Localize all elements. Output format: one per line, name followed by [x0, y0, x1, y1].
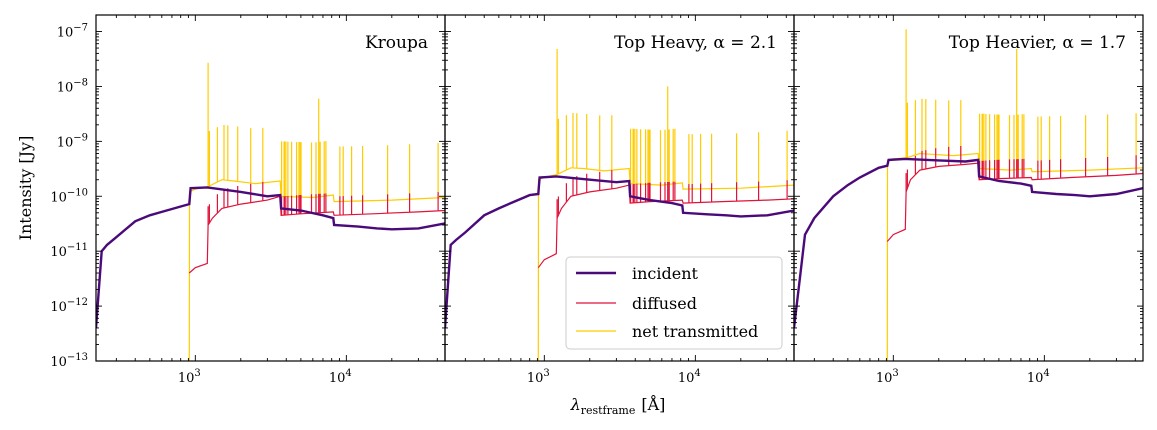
x-tick-label: 103	[876, 368, 899, 386]
x-axis-title-unit: [Å]	[641, 394, 665, 414]
x-axis-title-main: λ	[570, 395, 581, 414]
y-tick-label: 10−13	[50, 352, 88, 370]
x-tick-label: 103	[178, 368, 201, 386]
series-diffused	[886, 146, 1143, 242]
panel-kroupa: Kroupa	[95, 14, 446, 362]
y-tick-label: 10−12	[50, 297, 88, 315]
y-axis-title: Intensity [Jy]	[16, 136, 35, 241]
y-tick-label: 10−8	[57, 77, 88, 95]
legend-label: incident	[632, 264, 699, 283]
panel-top-heavier: Top Heavier, α = 1.7	[793, 14, 1144, 362]
series-incident	[445, 175, 794, 328]
panel-frame	[95, 14, 446, 362]
x-tick-label: 103	[527, 368, 550, 386]
panel-title: Top Heavy, α = 2.1	[614, 33, 777, 53]
y-tick-label: 10−7	[57, 23, 88, 41]
legend: incident diffused net transmitted	[565, 256, 783, 350]
series-incident	[96, 186, 445, 328]
legend-label: diffused	[632, 294, 697, 313]
y-tick-label: 10−11	[50, 242, 88, 260]
panel-frame	[793, 14, 1144, 362]
y-tick-label: 10−9	[57, 132, 88, 150]
x-tick-label: 104	[678, 368, 701, 386]
panel-top-heavy: Top Heavy, α = 2.1	[444, 14, 795, 362]
x-tick-labels: 103 104 103 104 103 104	[178, 368, 1050, 386]
x-tick-label: 104	[329, 368, 352, 386]
legend-entry-net-transmitted: net transmitted	[576, 322, 758, 341]
series-net-transmitted	[886, 29, 1143, 361]
x-tick-label: 104	[1027, 368, 1050, 386]
y-tick-label: 10−10	[50, 187, 88, 205]
x-axis-title: λrestframe [Å]	[570, 394, 666, 417]
series-diffused	[188, 182, 445, 274]
series-net-transmitted	[537, 49, 794, 361]
panel-title: Top Heavier, α = 1.7	[949, 33, 1126, 53]
legend-entry-incident: incident	[576, 264, 699, 283]
legend-box	[565, 256, 783, 350]
legend-entry-diffused: diffused	[576, 294, 697, 313]
panel-title: Kroupa	[365, 33, 428, 53]
x-axis-title-sub: restframe	[581, 404, 636, 417]
y-tick-labels: 10−13 10−12 10−11 10−10 10−9 10−8 10−7	[50, 23, 88, 371]
legend-label: net transmitted	[632, 322, 758, 341]
series-incident	[794, 157, 1143, 329]
series-net-transmitted	[188, 62, 445, 361]
